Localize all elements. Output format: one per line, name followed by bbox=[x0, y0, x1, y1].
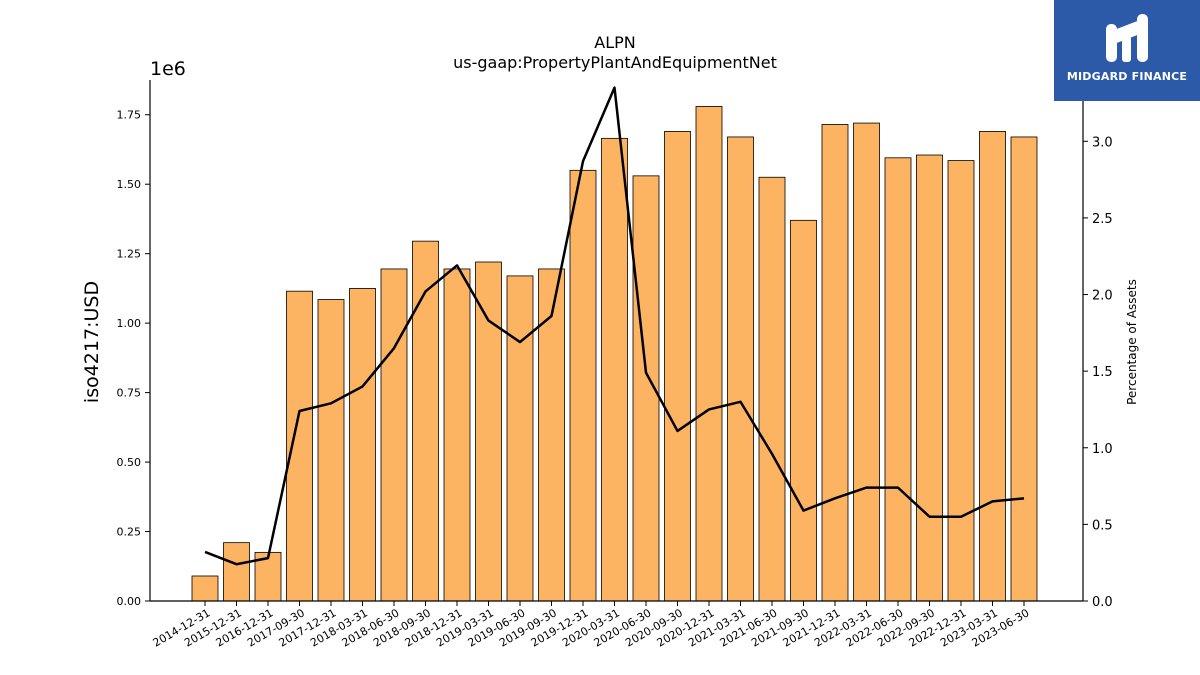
y2-tick-label: 1.0 bbox=[1092, 442, 1113, 457]
bar bbox=[601, 137, 628, 602]
bar bbox=[475, 261, 502, 602]
y-tick-label: 0.25 bbox=[117, 526, 142, 539]
y-tick-label: 0.75 bbox=[117, 387, 142, 400]
bar bbox=[443, 268, 471, 602]
y2-tick-label: 2.5 bbox=[1092, 212, 1113, 227]
y2-tick-label: 0.0 bbox=[1092, 595, 1113, 610]
y2-axis-label: Percentage of Assets bbox=[1125, 279, 1139, 405]
y-tick-label: 1.25 bbox=[117, 248, 142, 261]
y-tick-label: 1.50 bbox=[117, 178, 142, 191]
y2-tick-label: 3.0 bbox=[1092, 135, 1113, 150]
bar bbox=[1010, 136, 1038, 602]
midgard-finance-logo: MIDGARD FINANCE bbox=[1054, 0, 1200, 101]
bar bbox=[758, 176, 786, 602]
y-scale-label: 1e6 bbox=[150, 58, 186, 80]
y2-tick-label: 1.5 bbox=[1092, 365, 1113, 380]
bar bbox=[821, 124, 849, 602]
bar bbox=[916, 154, 943, 602]
chart-subtitle: us-gaap:PropertyPlantAndEquipmentNet bbox=[453, 53, 777, 72]
bar bbox=[317, 299, 345, 602]
bar bbox=[380, 268, 408, 602]
bar bbox=[286, 290, 313, 602]
bar bbox=[695, 106, 723, 602]
chart-title: ALPN bbox=[594, 33, 635, 52]
bar bbox=[947, 160, 975, 602]
bar bbox=[979, 131, 1006, 602]
bar bbox=[506, 275, 534, 602]
bar bbox=[790, 219, 817, 602]
bar bbox=[538, 268, 565, 602]
y2-tick-label: 0.5 bbox=[1092, 518, 1113, 533]
y-axis-label: iso4217:USD bbox=[81, 281, 103, 403]
y-tick-label: 0.50 bbox=[117, 456, 142, 469]
percentage-line bbox=[204, 86, 1025, 566]
bar bbox=[569, 169, 597, 602]
bar bbox=[349, 287, 376, 602]
midgard-logo-icon bbox=[1106, 14, 1148, 62]
y-tick-label: 1.75 bbox=[117, 109, 142, 122]
y2-tick-label: 2.0 bbox=[1092, 289, 1113, 304]
bar bbox=[664, 131, 691, 602]
logo-text: MIDGARD FINANCE bbox=[1066, 70, 1188, 83]
bar bbox=[727, 136, 754, 602]
bar bbox=[884, 157, 912, 602]
y-tick-label: 1.00 bbox=[117, 317, 142, 330]
bar bbox=[191, 575, 219, 602]
bar bbox=[223, 542, 250, 602]
bar bbox=[412, 240, 439, 602]
bar bbox=[853, 122, 880, 602]
y-tick-label: 0.00 bbox=[117, 595, 142, 608]
